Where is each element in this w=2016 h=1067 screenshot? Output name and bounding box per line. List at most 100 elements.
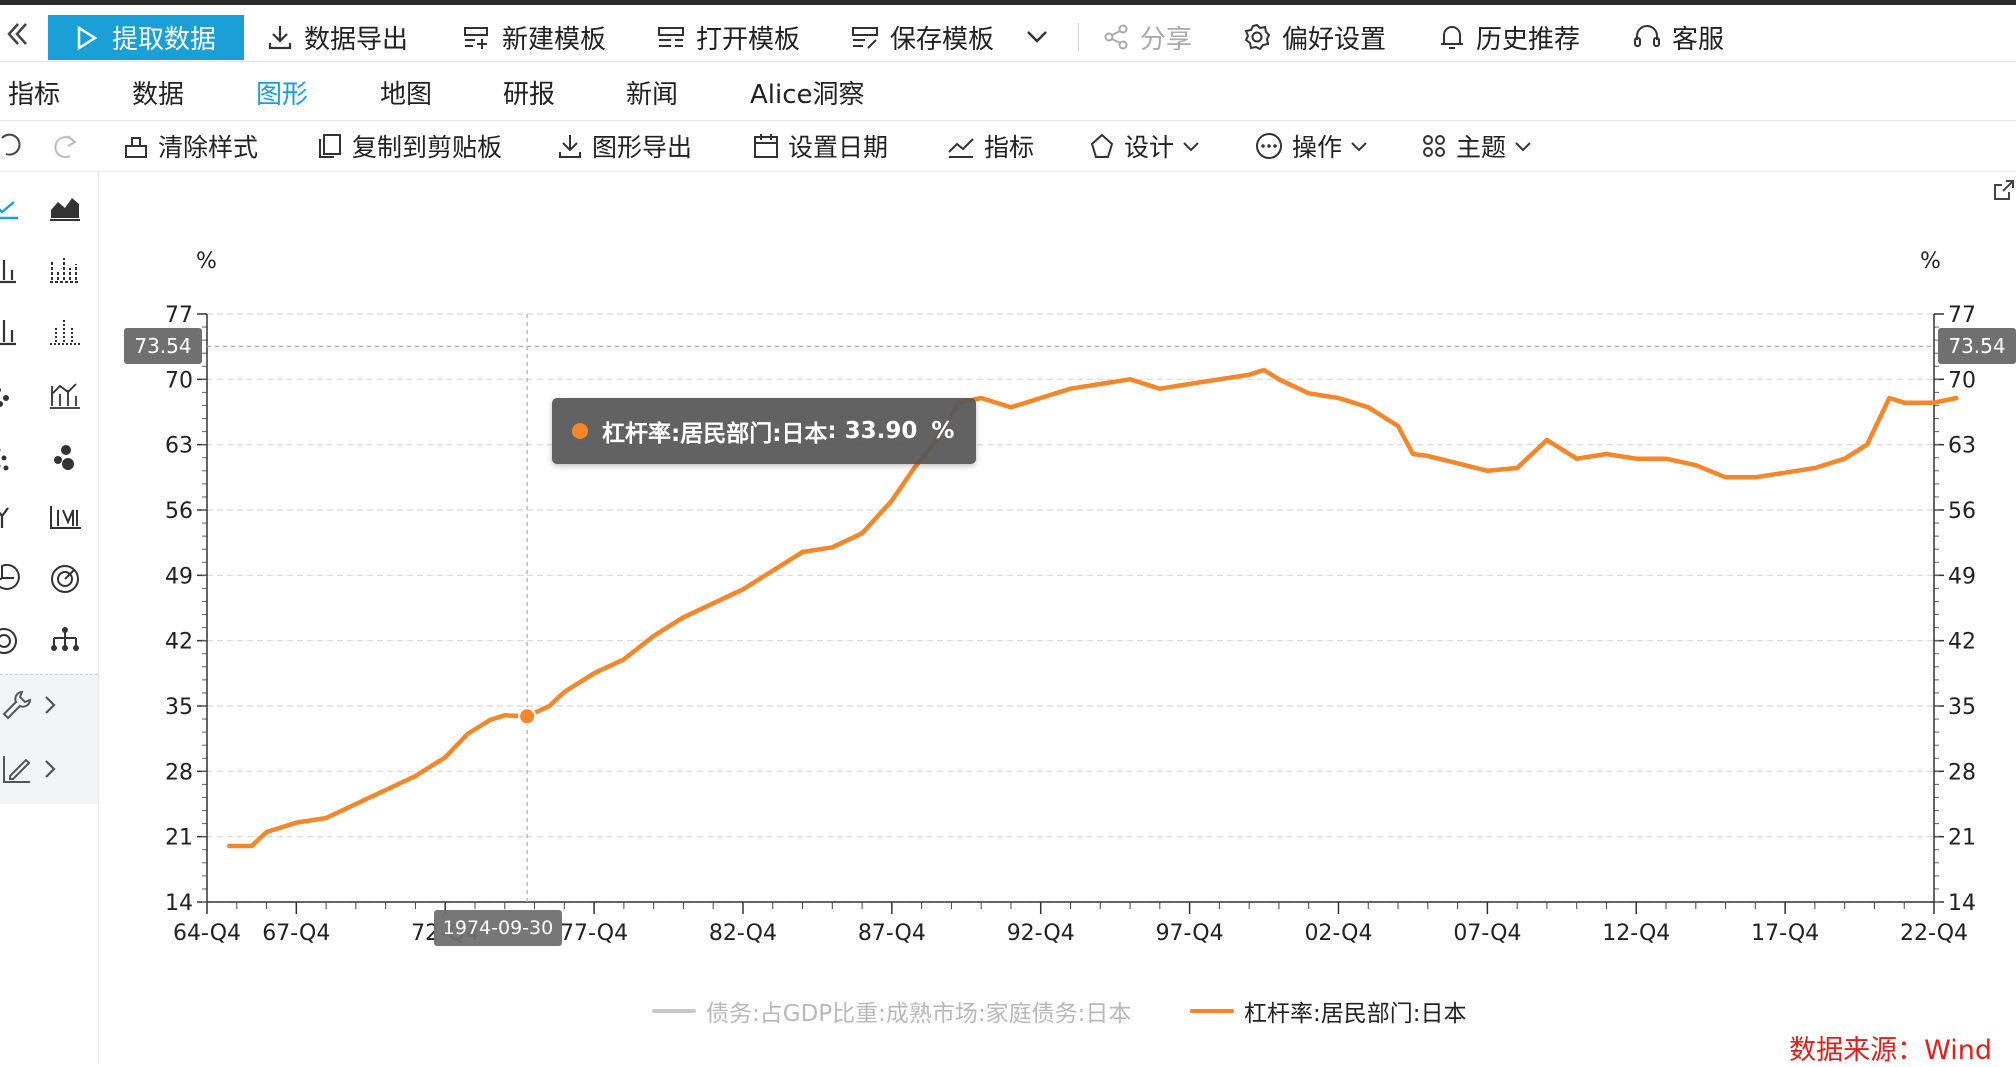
tab-research[interactable]: 研报 xyxy=(503,80,556,110)
tab-chart[interactable]: 图形 xyxy=(256,80,309,110)
expand-icon[interactable] xyxy=(1992,178,2016,206)
share-label: 分享 xyxy=(1140,24,1193,55)
open-template-icon xyxy=(658,27,684,47)
design-button[interactable]: 设计 xyxy=(1088,129,1210,163)
copy-clipboard-label: 复制到剪贴板 xyxy=(352,133,503,162)
dot-plot-icon[interactable] xyxy=(0,440,26,474)
wrench-icon[interactable] xyxy=(0,688,34,722)
share-button[interactable]: 分享 xyxy=(1102,17,1192,57)
hover-point xyxy=(518,707,537,726)
y-axis-icon[interactable] xyxy=(0,500,26,534)
column-chart-icon[interactable] xyxy=(0,314,26,348)
tree-chart-icon[interactable] xyxy=(48,624,82,658)
bubble-chart-icon[interactable] xyxy=(48,440,82,474)
line-chart[interactable]: 14 14 21 21 28 28 35 35 42 42 49 49 56 56 63 63 70 70 77 77… xyxy=(0,172,2016,1064)
line-chart-icon[interactable] xyxy=(0,190,26,224)
eraser-icon xyxy=(125,137,147,158)
y-unit-right: % xyxy=(1920,249,1941,274)
set-date-button[interactable]: 设置日期 xyxy=(752,129,888,163)
legend-item-leverage[interactable]: 杠杆率:居民部门:日本 xyxy=(1190,996,1467,1027)
legend-swatch xyxy=(1190,1009,1234,1013)
preferences-label: 偏好设置 xyxy=(1282,24,1387,55)
scatter-icon[interactable] xyxy=(0,378,26,412)
chevron-right-icon[interactable] xyxy=(34,752,68,786)
open-template-button[interactable]: 打开模板 xyxy=(656,17,800,57)
undo-button[interactable] xyxy=(0,129,30,163)
share-icon xyxy=(1104,24,1128,50)
new-template-icon xyxy=(464,27,488,49)
indicator-button[interactable]: 指标 xyxy=(946,129,1034,163)
crosshair-x-label: 1974-09-30 xyxy=(434,910,562,946)
export-data-label: 数据导出 xyxy=(304,24,409,55)
chevron-down-icon xyxy=(1351,142,1367,152)
chevron-right-icon[interactable] xyxy=(34,688,68,722)
x-tick-label: 82-Q4 xyxy=(709,921,777,946)
new-template-label: 新建模板 xyxy=(502,24,607,55)
chevron-down-icon xyxy=(1183,142,1199,152)
export-data-button[interactable]: 数据导出 xyxy=(266,17,408,57)
headset-icon xyxy=(1634,25,1660,47)
save-template-button[interactable]: 保存模板 xyxy=(850,17,994,57)
legend-label: 杠杆率:居民部门:日本 xyxy=(1244,1001,1467,1027)
clear-style-button[interactable]: 清除样式 xyxy=(122,129,258,163)
crosshair-y-label-left: 73.54 xyxy=(124,328,202,364)
redo-button[interactable] xyxy=(50,129,88,163)
collapse-icon[interactable] xyxy=(4,19,30,53)
area-chart-icon[interactable] xyxy=(48,190,82,224)
theme-label: 主题 xyxy=(1456,133,1507,162)
crosshair-y-label-right: 73.54 xyxy=(1938,328,2016,364)
history-button[interactable]: 历史推荐 xyxy=(1438,17,1580,57)
undo-icon xyxy=(1,133,21,156)
y-tick-label: 70 xyxy=(1948,368,1976,393)
y-tick-label: 77 xyxy=(1948,303,1976,328)
y-tick-label: 49 xyxy=(1948,564,1976,589)
legend-swatch xyxy=(652,1009,696,1013)
toolbar-divider xyxy=(1078,23,1079,51)
new-template-button[interactable]: 新建模板 xyxy=(462,17,606,57)
x-tick-label: 97-Q4 xyxy=(1156,921,1224,946)
tab-indicators[interactable]: 指标 xyxy=(8,80,61,110)
x-tick-label: 64-Q4 xyxy=(173,921,241,946)
preferences-button[interactable]: 偏好设置 xyxy=(1242,17,1386,57)
service-label: 客服 xyxy=(1672,24,1725,55)
more-circle-icon xyxy=(1256,133,1282,159)
tab-alice[interactable]: Alice洞察 xyxy=(750,80,865,110)
save-template-dropdown[interactable] xyxy=(1024,17,1060,57)
export-chart-button[interactable]: 图形导出 xyxy=(556,129,692,163)
combo-chart-icon[interactable] xyxy=(48,378,82,412)
copy-icon xyxy=(319,134,341,158)
set-date-label: 设置日期 xyxy=(788,133,889,162)
y-tick-label: 21 xyxy=(1948,826,1976,851)
fetch-data-button[interactable]: 提取数据 xyxy=(48,15,244,60)
y-tick-label: 56 xyxy=(1948,499,1976,524)
x-tick-label: 12-Q4 xyxy=(1602,921,1670,946)
x-tick-label: 07-Q4 xyxy=(1453,921,1521,946)
tab-news[interactable]: 新闻 xyxy=(626,80,679,110)
y-tick-label: 14 xyxy=(165,891,193,916)
tab-data[interactable]: 数据 xyxy=(132,80,185,110)
donut-chart-icon[interactable] xyxy=(0,624,26,658)
chevron-down-icon xyxy=(1515,142,1531,152)
dual-axis-icon[interactable] xyxy=(48,500,82,534)
customer-service-button[interactable]: 客服 xyxy=(1632,17,1724,57)
x-tick-label: 67-Q4 xyxy=(262,921,330,946)
y-tick-label: 56 xyxy=(165,499,193,524)
download-icon xyxy=(559,135,581,158)
stacked-bar-icon[interactable] xyxy=(48,314,82,348)
x-tick-label: 17-Q4 xyxy=(1751,921,1819,946)
pie-chart-icon[interactable] xyxy=(0,562,26,596)
tab-map[interactable]: 地图 xyxy=(380,80,433,110)
redo-icon xyxy=(54,135,77,159)
fetch-data-label: 提取数据 xyxy=(111,25,216,55)
tooltip-colon: : xyxy=(827,418,845,444)
edit-chart-icon[interactable] xyxy=(0,752,34,786)
gauge-icon[interactable] xyxy=(48,562,82,596)
operation-label: 操作 xyxy=(1292,133,1343,162)
operation-button[interactable]: 操作 xyxy=(1254,129,1378,163)
grouped-bar-icon[interactable] xyxy=(48,252,82,286)
copy-clipboard-button[interactable]: 复制到剪贴板 xyxy=(316,129,502,163)
bar-chart-icon[interactable] xyxy=(0,252,26,286)
legend-item-debt[interactable]: 债务:占GDP比重:成熟市场:家庭债务:日本 xyxy=(652,996,1131,1027)
y-tick-label: 70 xyxy=(165,368,193,393)
theme-button[interactable]: 主题 xyxy=(1420,129,1542,163)
